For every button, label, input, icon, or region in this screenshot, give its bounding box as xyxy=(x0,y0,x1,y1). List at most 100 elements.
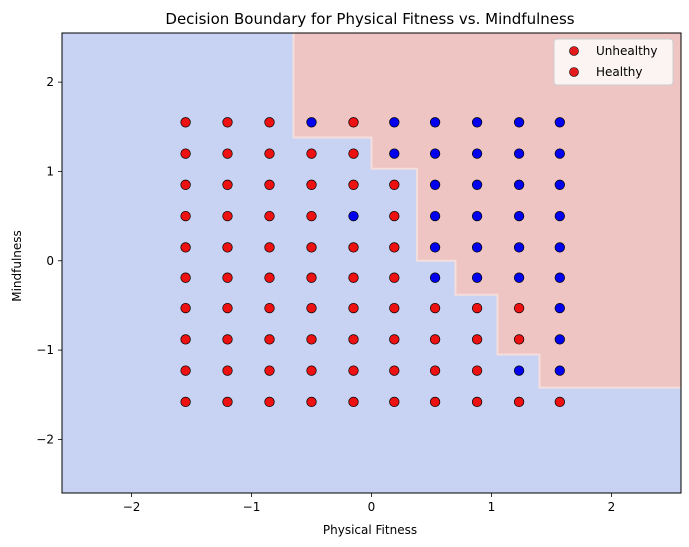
scatter-point xyxy=(429,334,441,345)
scatter-point xyxy=(348,272,359,283)
scatter-point xyxy=(348,242,359,253)
scatter-point xyxy=(180,365,191,376)
scatter-point xyxy=(264,242,275,253)
scatter-point xyxy=(264,210,275,222)
scatter-point xyxy=(348,396,359,408)
y-axis-label: Mindfulness xyxy=(10,230,24,302)
scatter-point xyxy=(264,334,275,345)
scatter-point xyxy=(222,334,233,345)
legend-label-unhealthy: Unhealthy xyxy=(596,44,657,58)
scatter-point xyxy=(222,396,233,408)
scatter-point xyxy=(264,117,275,128)
scatter-point xyxy=(429,365,441,376)
scatter-point xyxy=(429,210,441,222)
scatter-point xyxy=(306,396,317,408)
scatter-point xyxy=(471,396,483,408)
scatter-point xyxy=(306,242,317,253)
y-axis-ticks: −2 −1 0 1 2 xyxy=(36,75,62,446)
scatter-point xyxy=(513,210,525,222)
scatter-point xyxy=(389,334,400,345)
scatter-point xyxy=(264,396,275,408)
scatter-point xyxy=(222,242,233,253)
scatter-point xyxy=(471,365,483,376)
scatter-point xyxy=(471,148,483,159)
scatter-point xyxy=(180,272,191,283)
scatter-point xyxy=(389,179,400,190)
scatter-point xyxy=(389,365,400,376)
scatter-point xyxy=(180,396,191,408)
scatter-point xyxy=(222,117,233,128)
scatter-point xyxy=(180,210,191,222)
scatter-point xyxy=(306,334,317,345)
x-tick-label: −1 xyxy=(243,500,261,514)
legend-marker-unhealthy xyxy=(569,46,579,56)
scatter-point xyxy=(429,396,441,408)
scatter-point xyxy=(222,179,233,190)
scatter-point xyxy=(306,179,317,190)
y-tick-label: 1 xyxy=(46,164,54,178)
scatter-point xyxy=(429,179,441,190)
legend-label-healthy: Healthy xyxy=(596,65,643,79)
scatter-point xyxy=(429,272,441,283)
scatter-point xyxy=(513,302,525,314)
scatter-point xyxy=(306,272,317,283)
scatter-point xyxy=(429,148,441,159)
scatter-point xyxy=(513,179,525,190)
scatter-point xyxy=(389,242,400,253)
y-tick-label: 0 xyxy=(46,254,54,268)
decision-boundary-line xyxy=(292,33,681,389)
data-points xyxy=(180,117,565,408)
scatter-point xyxy=(264,365,275,376)
scatter-point xyxy=(348,148,359,159)
scatter-point xyxy=(180,302,191,314)
scatter-point xyxy=(471,302,483,314)
scatter-point xyxy=(389,302,400,314)
scatter-point xyxy=(554,302,565,314)
scatter-point xyxy=(554,396,565,408)
scatter-point xyxy=(513,396,525,408)
scatter-point xyxy=(180,179,191,190)
scatter-point xyxy=(306,302,317,314)
scatter-point xyxy=(348,365,359,376)
x-tick-label: 1 xyxy=(488,500,496,514)
scatter-point xyxy=(554,334,565,345)
scatter-point xyxy=(389,272,400,283)
scatter-point xyxy=(554,210,565,222)
scatter-point xyxy=(306,117,317,128)
scatter-point xyxy=(306,365,317,376)
scatter-point xyxy=(180,117,191,128)
scatter-point xyxy=(554,117,565,128)
scatter-point xyxy=(471,210,483,222)
legend-box xyxy=(553,38,674,86)
scatter-point xyxy=(306,148,317,159)
scatter-point xyxy=(348,302,359,314)
scatter-point xyxy=(471,334,483,345)
scatter-point xyxy=(180,242,191,253)
x-tick-label: −2 xyxy=(123,500,141,514)
legend-marker-healthy xyxy=(569,67,579,77)
x-axis-ticks: −2 −1 0 1 2 xyxy=(123,493,615,514)
scatter-point xyxy=(389,210,400,222)
scatter-point xyxy=(513,148,525,159)
scatter-point xyxy=(348,179,359,190)
scatter-point xyxy=(513,117,525,128)
scatter-point xyxy=(222,210,233,222)
chart-title: Decision Boundary for Physical Fitness v… xyxy=(165,10,574,28)
scatter-point xyxy=(554,242,565,253)
scatter-point xyxy=(429,302,441,314)
legend: Unhealthy Healthy xyxy=(553,38,674,86)
scatter-point xyxy=(222,302,233,314)
plot-area xyxy=(62,33,681,493)
region-class-0 xyxy=(62,33,681,493)
scatter-point xyxy=(264,302,275,314)
y-tick-label: 2 xyxy=(46,75,54,89)
scatter-point xyxy=(389,148,400,159)
scatter-point xyxy=(306,210,317,222)
scatter-point xyxy=(180,334,191,345)
scatter-point xyxy=(513,365,525,376)
scatter-point xyxy=(222,272,233,283)
scatter-point xyxy=(348,334,359,345)
scatter-point xyxy=(222,365,233,376)
scatter-point xyxy=(264,148,275,159)
